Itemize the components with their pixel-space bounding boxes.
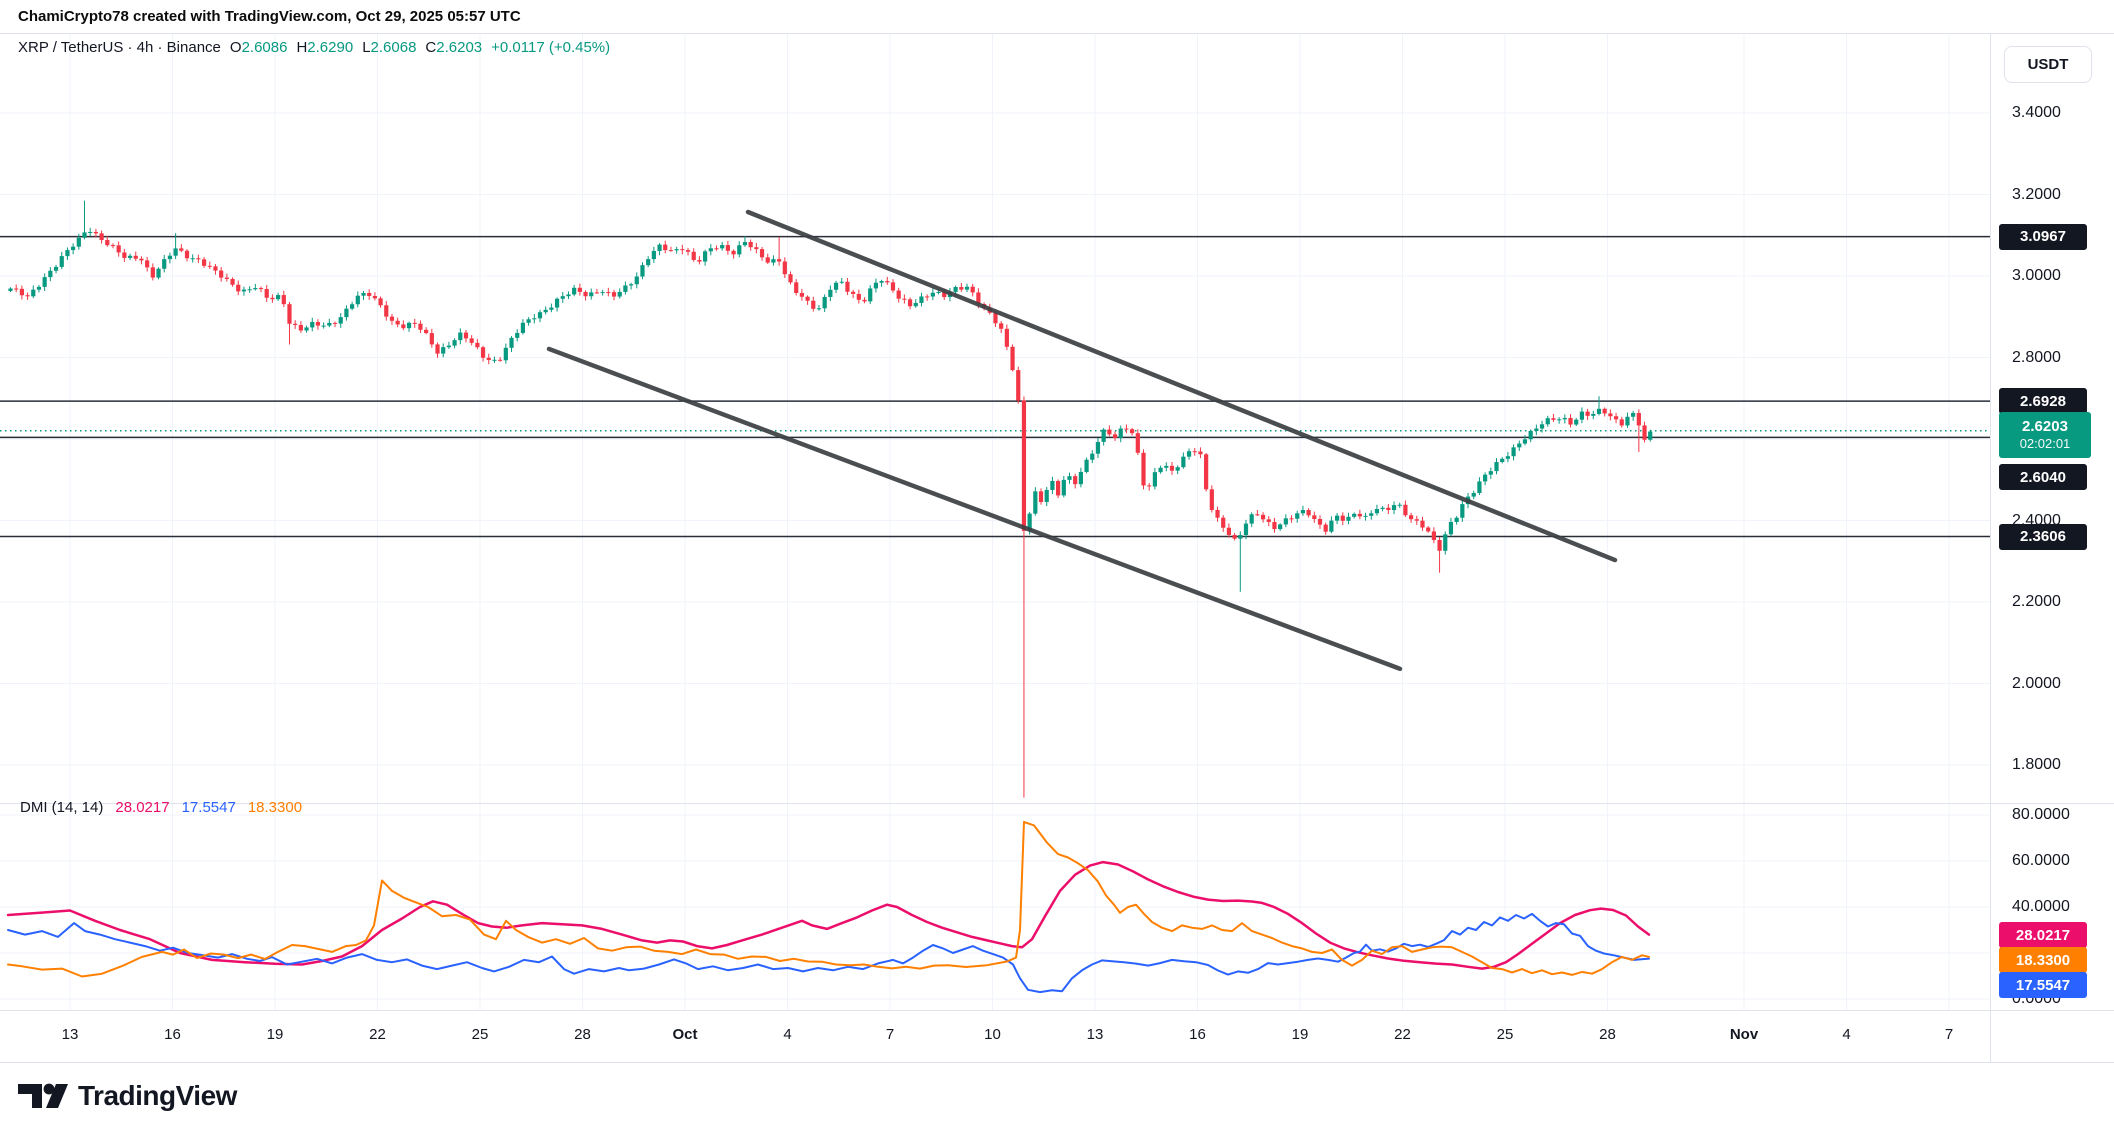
time-tick-label: 16 — [164, 1026, 181, 1043]
time-tick-label: 7 — [885, 1026, 895, 1043]
price-axis-border[interactable] — [1990, 33, 1991, 1062]
time-tick-label: 13 — [61, 1026, 79, 1043]
ohlc-close: C2.6203 — [425, 39, 483, 56]
time-tick-label: 22 — [369, 1026, 386, 1043]
ohlc-low: L2.6068 — [362, 39, 417, 56]
tradingview-logo[interactable]: TradingView — [18, 1080, 237, 1112]
time-tick-label: 22 — [1394, 1026, 1411, 1043]
time-axis-divider — [0, 1010, 2114, 1011]
tradingview-logo-icon — [18, 1083, 68, 1108]
bar-countdown: 02:02:01 — [2019, 436, 2071, 452]
time-tick-label: 4 — [1842, 1026, 1851, 1043]
symbol-legend[interactable]: XRP / TetherUS · 4h · Binance O2.6086 H2… — [18, 39, 610, 56]
dmi-legend[interactable]: DMI (14, 14) 28.0217 17.5547 18.3300 — [20, 799, 302, 816]
price-tick-label: 1.8000 — [2012, 756, 2061, 773]
current-price-value: 2.6203 — [2022, 417, 2068, 435]
dmi-adx-value: 28.0217 — [115, 799, 170, 816]
dmi-plus-di-value: 17.5547 — [181, 799, 236, 816]
ohlc-high: H2.6290 — [296, 39, 354, 56]
time-tick-label: 7 — [1944, 1026, 1954, 1043]
time-tick-label: 25 — [471, 1026, 489, 1043]
time-tick-label: 10 — [984, 1026, 1001, 1043]
time-tick-label: 19 — [266, 1026, 284, 1043]
time-tick-label: Oct — [672, 1026, 698, 1043]
dmi-title: DMI (14, 14) — [20, 799, 104, 816]
header-divider — [0, 33, 2114, 34]
time-tick-label: 4 — [783, 1026, 792, 1043]
price-level-label[interactable]: 2.6928 — [1999, 388, 2087, 415]
attribution-text: ChamiCrypto78 created with TradingView.c… — [18, 8, 521, 25]
dmi-tick-label: 60.0000 — [2012, 852, 2070, 869]
dmi-value-label: 28.0217 — [1999, 922, 2087, 948]
price-tick-label: 2.0000 — [2012, 674, 2061, 692]
price-change: +0.0117 (+0.45%) — [491, 39, 611, 56]
price-tick-label: 2.8000 — [2012, 348, 2061, 366]
ohlc-open: O2.6086 — [229, 39, 288, 56]
pane-divider[interactable] — [0, 803, 2114, 804]
time-tick-label: 25 — [1496, 1026, 1514, 1043]
price-tick-label: 3.0000 — [2012, 267, 2061, 284]
footer-divider — [0, 1062, 2114, 1063]
time-tick-label: 28 — [1599, 1026, 1616, 1043]
tradingview-wordmark: TradingView — [78, 1080, 237, 1111]
time-tick-label: Nov — [1729, 1026, 1759, 1043]
dmi-minus-di-value: 18.3300 — [247, 799, 303, 816]
price-tick-label: 3.4000 — [2012, 104, 2061, 121]
time-tick-label: 16 — [1189, 1026, 1206, 1043]
price-tick-label: 2.2000 — [2012, 593, 2061, 610]
price-level-label[interactable]: 3.0967 — [1999, 223, 2087, 250]
price-level-label[interactable]: 2.3606 — [1999, 523, 2087, 550]
current-price-label[interactable]: 2.6203 02:02:01 — [1999, 412, 2091, 458]
symbol-title[interactable]: XRP / TetherUS · 4h · Binance — [18, 39, 221, 56]
time-tick-label: 28 — [574, 1026, 591, 1043]
price-level-label[interactable]: 2.6040 — [1999, 464, 2087, 490]
time-tick-label: 13 — [1086, 1026, 1104, 1043]
dmi-tick-label: 40.0000 — [2012, 898, 2070, 915]
dmi-value-label: 17.5547 — [1999, 972, 2087, 998]
dmi-value-label: 18.3300 — [1999, 947, 2087, 973]
currency-toggle-button[interactable]: USDT — [2004, 46, 2092, 83]
price-tick-label: 3.2000 — [2012, 185, 2061, 203]
dmi-tick-label: 80.0000 — [2012, 806, 2070, 823]
time-tick-label: 19 — [1291, 1026, 1309, 1043]
